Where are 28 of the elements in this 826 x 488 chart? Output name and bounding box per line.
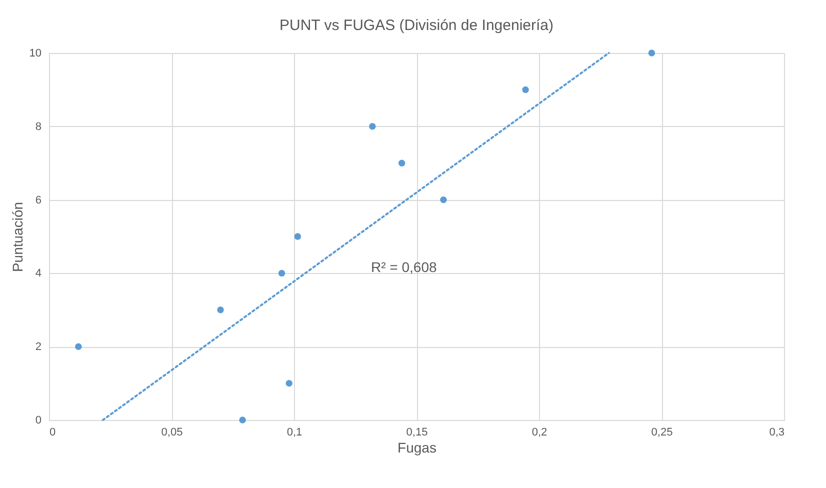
y-tick-label: 8 xyxy=(35,120,42,133)
x-tick-label: 0,1 xyxy=(286,426,302,438)
chart-title: PUNT vs FUGAS (División de Ingeniería) xyxy=(280,17,554,34)
y-tick-label: 2 xyxy=(35,341,42,354)
point xyxy=(440,196,447,204)
point xyxy=(369,123,376,130)
y-tick-label: 4 xyxy=(35,268,42,280)
annotation: R² = 0,608 xyxy=(371,259,437,275)
point xyxy=(217,306,224,314)
x-axis-title: Fugas xyxy=(398,440,436,456)
x-tick-label: 0,2 xyxy=(532,426,548,438)
x-tick-label: 0,05 xyxy=(161,426,183,438)
x-tick-label: 0 xyxy=(50,426,56,438)
point xyxy=(522,86,529,94)
y-tick-label: 0 xyxy=(35,414,42,426)
point xyxy=(278,270,286,277)
y-tick-label: 6 xyxy=(35,194,42,206)
point xyxy=(286,380,292,387)
point xyxy=(398,160,406,166)
point xyxy=(75,343,82,350)
point xyxy=(239,416,246,424)
y-axis-title: Puntuación xyxy=(9,202,26,272)
x-tick-label: 0,25 xyxy=(651,426,673,438)
y-tick-label: 10 xyxy=(29,48,42,60)
x-tick-label: 0,15 xyxy=(406,426,428,438)
x-tick-label: 0,3 xyxy=(769,426,784,438)
point xyxy=(294,233,302,240)
point xyxy=(648,50,656,56)
